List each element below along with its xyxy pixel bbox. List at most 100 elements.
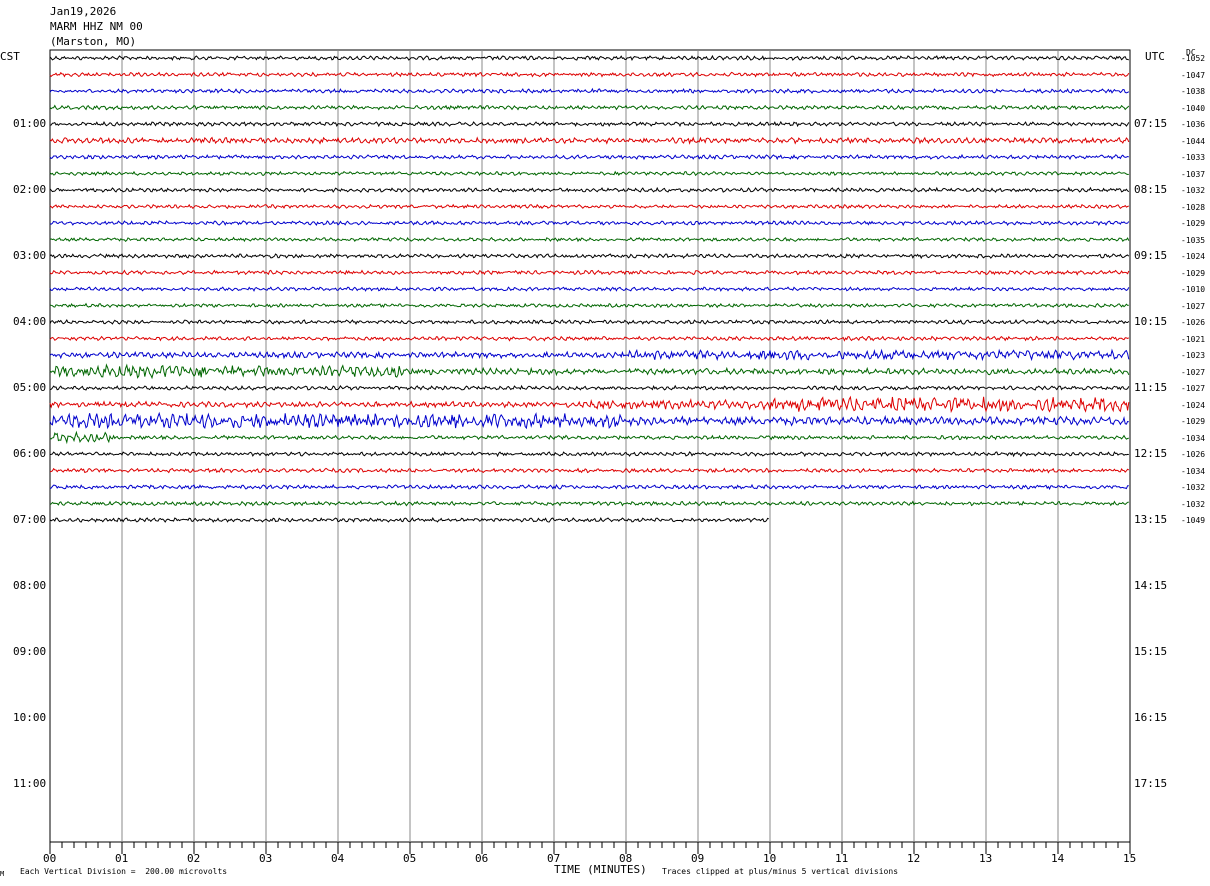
local-hour-label: 02:00 (13, 183, 47, 196)
corner-mark: M (0, 870, 5, 878)
x-tick-label: 06 (475, 852, 489, 865)
utc-hour-label: 16:15 (1134, 711, 1168, 724)
seismic-trace (49, 411, 1129, 430)
utc-hour-label: 13:15 (1134, 513, 1168, 526)
dc-offset-label: -1023 (1181, 351, 1206, 360)
seismic-trace (49, 318, 1130, 325)
dc-offset-label: -1027 (1181, 384, 1206, 393)
dc-offset-label: -1010 (1181, 285, 1206, 294)
x-tick-label: 14 (1051, 852, 1065, 865)
seismic-trace (49, 348, 1130, 362)
x-tick-label: 13 (979, 852, 993, 865)
dc-offset-label: -1044 (1181, 136, 1206, 146)
local-hour-label: 09:00 (13, 645, 47, 658)
seismic-trace (49, 120, 1130, 128)
seismic-trace (49, 302, 1129, 309)
x-tick-label: 01 (115, 852, 129, 865)
dc-offset-label: -1021 (1181, 334, 1206, 344)
dc-offset-label: -1032 (1181, 483, 1206, 492)
dc-offset-label: -1029 (1181, 219, 1206, 228)
x-tick-label: 02 (187, 852, 201, 865)
dc-offset-label: -1033 (1181, 153, 1206, 162)
left-timezone-label: CST (0, 50, 20, 63)
seismic-trace (49, 483, 1129, 491)
dc-offset-label: -1047 (1181, 70, 1206, 80)
seismic-trace (49, 269, 1130, 276)
header-station: MARM HHZ NM 00 (50, 20, 143, 33)
seismic-trace (49, 87, 1130, 95)
seismic-trace (49, 430, 1129, 445)
dc-offset-label: -1029 (1181, 268, 1206, 278)
utc-hour-label: 10:15 (1134, 315, 1168, 328)
x-tick-label: 05 (403, 852, 417, 865)
dc-offset-label: -1032 (1181, 186, 1206, 195)
x-tick-label: 07 (547, 852, 561, 865)
x-tick-label: 11 (835, 852, 849, 865)
seismic-trace (49, 170, 1129, 177)
seismic-trace (49, 395, 1130, 414)
seismic-trace (49, 252, 1130, 260)
seismic-trace (49, 104, 1130, 111)
seismic-trace (49, 54, 1129, 62)
dc-offset-label: -1052 (1181, 54, 1206, 63)
seismic-trace (49, 500, 1129, 507)
seismic-trace (49, 451, 1129, 458)
local-hour-label: 11:00 (13, 777, 47, 790)
local-hour-label: 07:00 (13, 513, 47, 526)
local-hour-label: 08:00 (13, 579, 47, 592)
seismic-trace (49, 236, 1130, 243)
dc-offset-label: -1027 (1181, 301, 1206, 311)
utc-hour-label: 11:15 (1134, 381, 1168, 394)
dc-offset-label: -1035 (1181, 235, 1206, 245)
local-hour-label: 01:00 (13, 117, 47, 130)
dc-offset-label: -1029 (1181, 417, 1206, 426)
dc-offset-label: -1024 (1181, 252, 1206, 261)
utc-hour-label: 08:15 (1134, 183, 1168, 196)
x-tick-label: 09 (691, 852, 705, 865)
local-hour-label: 06:00 (13, 447, 47, 460)
seismic-trace (49, 220, 1130, 227)
x-tick-label: 00 (43, 852, 57, 865)
x-tick-label: 03 (259, 852, 273, 865)
local-hour-label: 05:00 (13, 381, 47, 394)
x-axis-title: TIME (MINUTES) (554, 863, 647, 876)
utc-hour-label: 09:15 (1134, 249, 1168, 262)
dc-offset-label: -1037 (1181, 169, 1206, 179)
seismic-trace (49, 286, 1130, 292)
dc-offset-label: -1032 (1181, 499, 1206, 509)
utc-hour-label: 17:15 (1134, 777, 1168, 790)
seismic-trace (49, 153, 1129, 161)
dc-offset-label: -1049 (1181, 516, 1206, 525)
x-tick-label: 15 (1123, 852, 1137, 865)
seismic-trace (49, 71, 1130, 78)
x-tick-label: 04 (331, 852, 345, 865)
dc-offset-label: -1024 (1181, 400, 1206, 410)
dc-offset-label: -1026 (1181, 450, 1206, 459)
dc-offset-label: -1027 (1181, 367, 1206, 377)
utc-hour-label: 07:15 (1134, 117, 1168, 130)
seismic-trace (49, 136, 1130, 145)
utc-hour-label: 12:15 (1134, 447, 1168, 460)
header-date: Jan19,2026 (50, 5, 117, 18)
local-hour-label: 10:00 (13, 711, 47, 724)
seismic-trace (49, 384, 1130, 391)
dc-offset-label: -1040 (1181, 103, 1206, 113)
clip-note: Traces clipped at plus/minus 5 vertical … (662, 867, 899, 876)
x-tick-label: 10 (763, 852, 777, 865)
seismic-trace (49, 516, 769, 523)
utc-hour-label: 15:15 (1134, 645, 1168, 658)
dc-offset-label: -1028 (1181, 202, 1206, 212)
dc-offset-label: -1038 (1181, 87, 1206, 96)
plot-frame (49, 49, 1131, 843)
seismic-trace (49, 186, 1130, 193)
seismic-trace (49, 363, 1130, 380)
utc-hour-label: 14:15 (1134, 579, 1168, 592)
x-tick-label: 08 (619, 852, 633, 865)
dc-offset-label: -1034 (1181, 466, 1206, 476)
dc-offset-label: -1026 (1181, 318, 1206, 327)
scale-note: Each Vertical Division = 200.00 microvol… (20, 867, 228, 876)
dc-offset-label: -1036 (1181, 120, 1206, 129)
seismic-trace (49, 467, 1130, 474)
local-hour-label: 04:00 (13, 315, 47, 328)
